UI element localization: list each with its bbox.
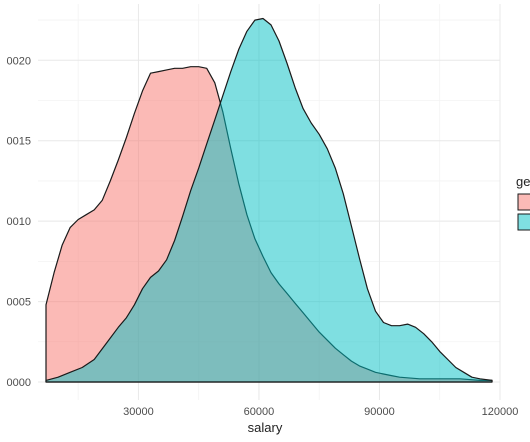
legend-title: ge <box>516 174 530 189</box>
x-axis-ticks: 30000 60000 90000 120000 <box>123 406 518 418</box>
legend: ge <box>516 174 530 231</box>
x-tick-label: 90000 <box>364 406 395 418</box>
y-axis-ticks: 0000 0005 0010 0015 0020 <box>7 55 31 389</box>
density-areas <box>45 17 493 383</box>
density-area-series-2 <box>45 17 493 383</box>
y-tick-label: 0020 <box>7 55 31 67</box>
y-tick-label: 0015 <box>7 136 31 148</box>
legend-key-series-2 <box>517 213 530 231</box>
y-tick-label: 0000 <box>7 377 31 389</box>
x-tick-label: 60000 <box>244 406 275 418</box>
y-tick-label: 0005 <box>7 297 31 309</box>
legend-key-series-1 <box>517 193 530 211</box>
x-tick-label: 120000 <box>482 406 519 418</box>
x-axis-title: salary <box>248 420 283 435</box>
x-tick-label: 30000 <box>123 406 154 418</box>
y-tick-label: 0010 <box>7 216 31 228</box>
